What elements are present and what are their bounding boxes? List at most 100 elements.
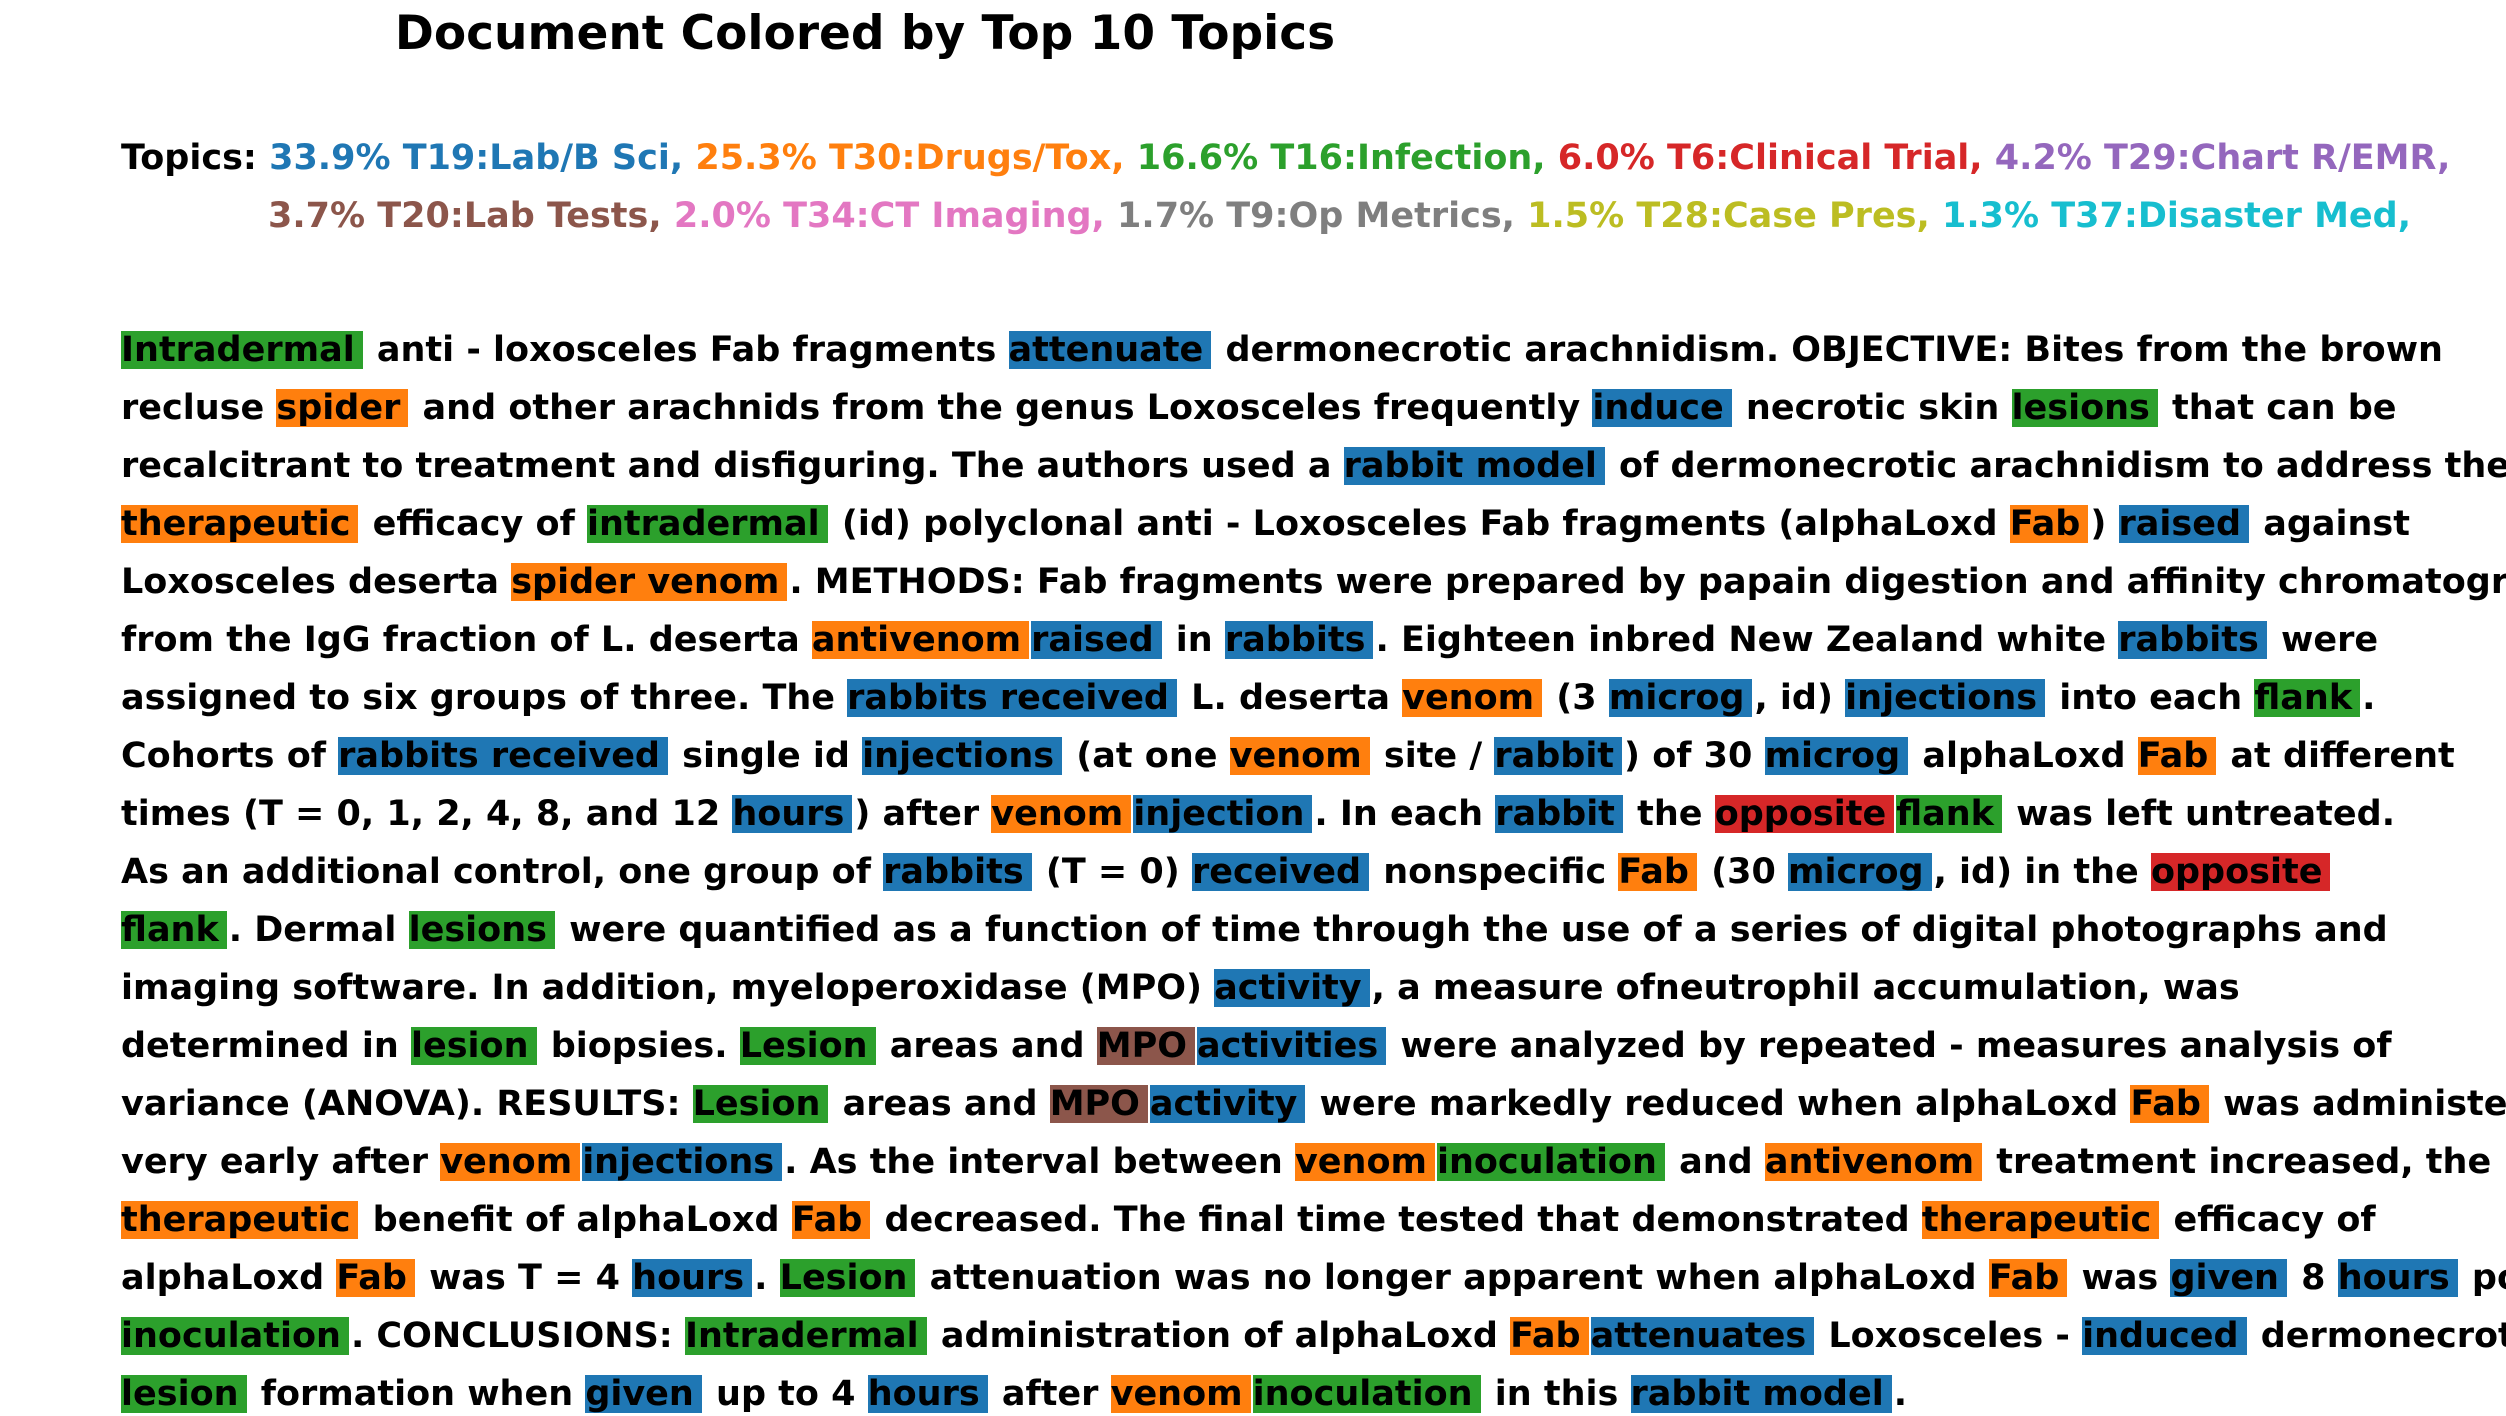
plain-text: . <box>1893 1374 1908 1414</box>
topic-legend-line-2: 3.7% T20:Lab Tests, 2.0% T34:CT Imaging,… <box>268 191 2411 241</box>
highlighted-term: Fab <box>1510 1317 1589 1355</box>
plain-text: up to 4 <box>703 1374 868 1414</box>
plain-text: Cohorts of <box>121 736 339 776</box>
highlighted-term: Lesion <box>739 1027 876 1065</box>
highlighted-term: hours <box>2337 1259 2458 1297</box>
highlighted-term: flank <box>2254 679 2361 717</box>
highlighted-term: activity <box>1149 1085 1306 1123</box>
highlighted-term: received <box>1191 853 1370 891</box>
document-line: Loxosceles deserta spider venom. METHODS… <box>121 558 2506 606</box>
highlighted-term: Fab <box>1618 853 1697 891</box>
plain-text: was <box>2069 1258 2171 1298</box>
highlighted-term: microg <box>1608 679 1753 717</box>
plain-text: treatment increased, the <box>1984 1142 2492 1182</box>
highlighted-term: rabbit model <box>1630 1375 1892 1413</box>
plain-text: recluse <box>121 388 277 428</box>
plain-text: into each <box>2047 678 2255 718</box>
plain-text: (3 <box>1544 678 1609 718</box>
topic-legend-entry: 33.9% T19:Lab/B Sci, <box>269 138 696 178</box>
topic-legend-entry: 6.0% T6:Clinical Trial, <box>1557 138 1995 178</box>
highlighted-term: raised <box>1031 621 1162 659</box>
document-line: very early after venom injections. As the… <box>121 1138 2491 1186</box>
highlighted-term: rabbits <box>883 853 1032 891</box>
plain-text: . <box>2362 678 2376 718</box>
plain-text: were markedly reduced when alphaLoxd <box>1307 1084 2131 1124</box>
plain-text: times (T = 0, 1, 2, 4, 8, and 12 <box>121 794 733 834</box>
plain-text: anti - loxosceles Fab fragments <box>364 330 1009 370</box>
plain-text: recalcitrant to treatment and disfigurin… <box>121 446 1344 486</box>
highlighted-term: lesions <box>2011 389 2158 427</box>
highlighted-term: venom <box>1402 679 1543 717</box>
plain-text: necrotic skin <box>1733 388 2012 428</box>
plain-text: ) of 30 <box>1624 736 1765 776</box>
highlighted-term: flank <box>1896 795 2002 833</box>
highlighted-term: induced <box>2082 1317 2247 1355</box>
highlighted-term: Fab <box>2130 1085 2209 1123</box>
plain-text: imaging software. In addition, myelopero… <box>121 968 1215 1008</box>
document-line: therapeutic efficacy of intradermal (id)… <box>121 500 2410 548</box>
highlighted-term: microg <box>1764 737 1909 775</box>
plain-text: was left untreated. <box>2003 794 2395 834</box>
highlighted-term: raised <box>2118 505 2250 543</box>
topic-legend-entry: 25.3% T30:Drugs/Tox, <box>695 138 1137 178</box>
plain-text: . <box>754 1258 780 1298</box>
plain-text: benefit of alphaLoxd <box>360 1200 792 1240</box>
highlighted-term: rabbits <box>2118 621 2267 659</box>
highlighted-term: Fab <box>2009 505 2089 543</box>
document-line: recluse spider and other arachnids from … <box>121 384 2397 432</box>
plain-text: were analyzed by repeated - measures ana… <box>1388 1026 2392 1066</box>
highlighted-term: antivenom <box>811 621 1030 659</box>
highlighted-term: opposite <box>1714 795 1895 833</box>
plain-text: L. deserta <box>1179 678 1403 718</box>
plain-text: 8 <box>2288 1258 2338 1298</box>
document-line: therapeutic benefit of alphaLoxd Fab dec… <box>121 1196 2376 1244</box>
highlighted-term: hours <box>632 1259 753 1297</box>
highlighted-term: lesion <box>410 1027 537 1065</box>
plain-text: ) <box>2090 504 2119 544</box>
plain-text: , a measure ofneutrophil accumulation, w… <box>1371 968 2240 1008</box>
plain-text: , id) in the <box>1933 852 2151 892</box>
topic-legend-entry: 16.6% T16:Infection, <box>1136 138 1558 178</box>
highlighted-term: MPO <box>1049 1085 1148 1123</box>
plain-text: the <box>1624 794 1715 834</box>
plain-text: determined in <box>121 1026 411 1066</box>
document-line: imaging software. In addition, myelopero… <box>121 964 2240 1012</box>
plain-text: of dermonecrotic arachnidism to address … <box>1606 446 2506 486</box>
highlighted-term: activities <box>1197 1027 1387 1065</box>
highlighted-term: therapeutic <box>121 1201 359 1239</box>
highlighted-term: therapeutic <box>121 505 359 543</box>
document-line: alphaLoxd Fab was T = 4 hours. Lesion at… <box>121 1254 2506 1302</box>
highlighted-term: venom <box>1294 1143 1435 1181</box>
highlighted-term: spider <box>276 389 409 427</box>
plain-text: assigned to six groups of three. The <box>121 678 848 718</box>
plain-text: . In each <box>1314 794 1496 834</box>
topic-legend-entry: 4.2% T29:Chart R/EMR, <box>1994 138 2451 178</box>
highlighted-term: Fab <box>1988 1259 2068 1297</box>
plain-text: in <box>1163 620 1225 660</box>
plain-text: very early after <box>121 1142 441 1182</box>
highlighted-term: rabbits <box>1224 621 1374 659</box>
document-line: flank. Dermal lesions were quantified as… <box>121 906 2388 954</box>
plain-text: As an additional control, one group of <box>121 852 884 892</box>
highlighted-term: Fab <box>2137 737 2217 775</box>
highlighted-term: lesions <box>408 911 555 949</box>
plain-text: were quantified as a function of time th… <box>556 910 2388 950</box>
plain-text: (id) polyclonal anti - Loxosceles Fab fr… <box>829 504 2010 544</box>
plain-text: was administered <box>2223 1084 2506 1124</box>
highlighted-term: opposite <box>2150 853 2331 891</box>
document-line: recalcitrant to treatment and disfigurin… <box>121 442 2506 490</box>
plain-text: . Eighteen inbred New Zealand white <box>1375 620 2119 660</box>
document-line: from the IgG fraction of L. deserta anti… <box>121 616 2378 664</box>
highlighted-term: venom <box>991 795 1132 833</box>
plain-text: efficacy of <box>360 504 587 544</box>
topic-legend-entry: 1.7% T9:Op Metrics, <box>1117 196 1528 236</box>
plain-text: at different <box>2218 736 2455 776</box>
plain-text: Loxosceles deserta <box>121 562 512 602</box>
plain-text: (30 <box>1698 852 1788 892</box>
plain-text: post <box>2471 1258 2506 1298</box>
highlighted-term: injections <box>1845 679 2046 717</box>
highlighted-term: microg <box>1787 853 1932 891</box>
highlighted-term: venom <box>1229 737 1370 775</box>
document-line: As an additional control, one group of r… <box>121 848 2332 896</box>
topic-legend-line-1: Topics: 33.9% T19:Lab/B Sci, 25.3% T30:D… <box>121 133 2450 183</box>
